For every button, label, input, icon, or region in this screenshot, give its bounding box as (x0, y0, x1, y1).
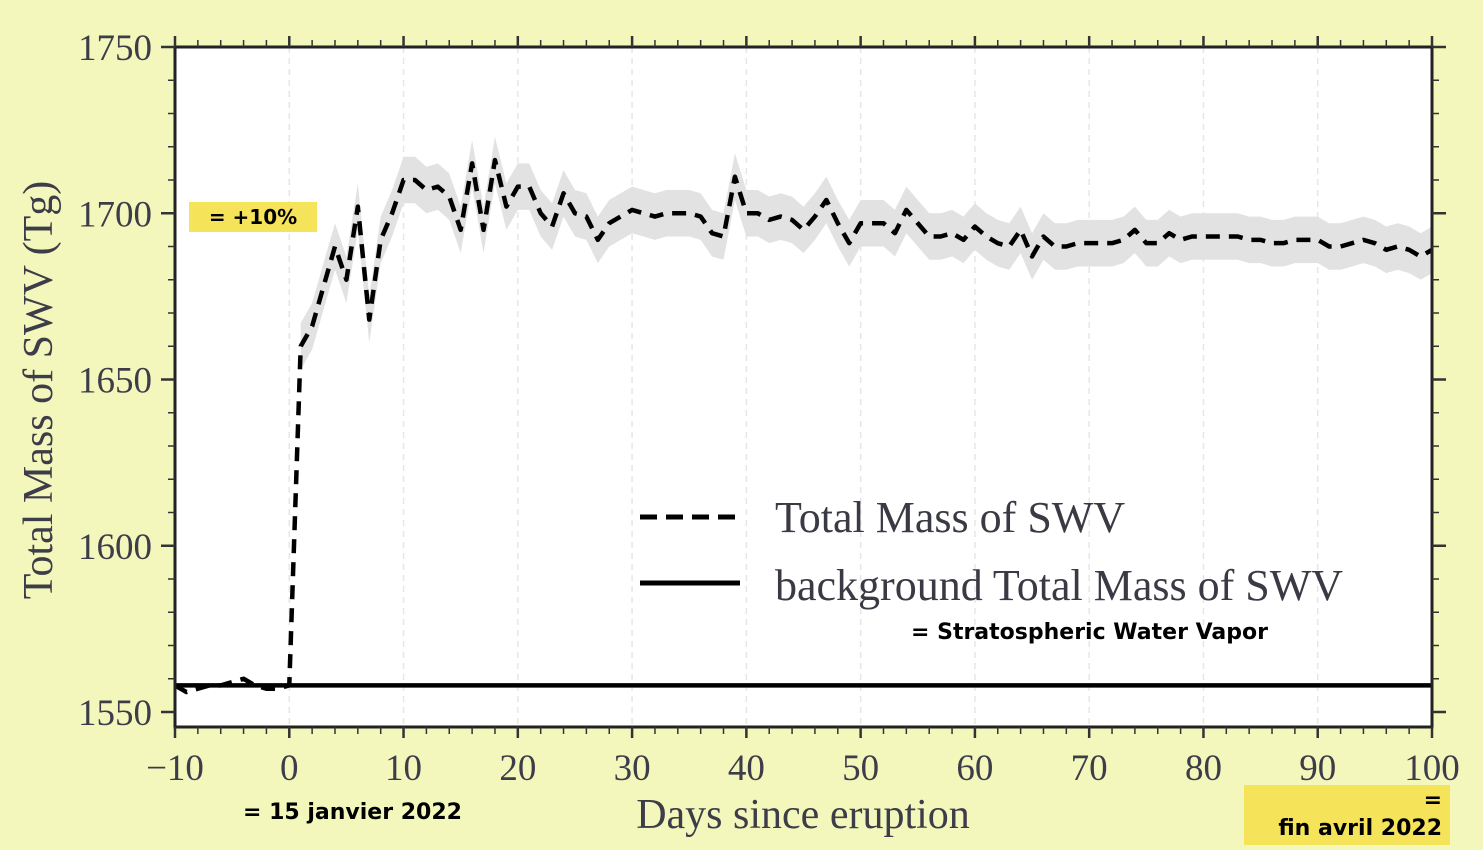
annotation-end-text: fin avril 2022 (1278, 816, 1442, 841)
x-tick-label: 20 (499, 748, 536, 789)
y-tick-label: 1750 (78, 28, 152, 69)
plot-area (175, 47, 1432, 727)
y-axis-title: Total Mass of SWV (Tg) (16, 181, 62, 600)
x-tick-label: 90 (1299, 748, 1336, 789)
uncertainty-band-group (300, 136, 1433, 370)
plot-frame (173, 45, 1434, 729)
x-tick-label: 50 (842, 748, 879, 789)
grid-lines (288, 47, 1319, 727)
x-tick-label: 40 (728, 748, 765, 789)
x-tick-label: 70 (1071, 748, 1108, 789)
x-tick-labels: −10 0 10 20 30 40 50 60 70 80 90 100 (146, 748, 1460, 789)
x-axis-title: Days since eruption (636, 792, 970, 838)
annotation-swv-definition: = Stratospheric Water Vapor (911, 620, 1268, 645)
series-line-total-mass (173, 157, 1434, 695)
series-group (173, 157, 1434, 695)
legend-label-total-mass: Total Mass of SWV (775, 493, 1125, 542)
x-tick-label: 30 (614, 748, 651, 789)
axes-group (161, 36, 1446, 738)
x-tick-label: 60 (956, 748, 993, 789)
y-tick-label: 1700 (78, 194, 152, 235)
x-tick-label: 100 (1404, 748, 1460, 789)
uncertainty-band (300, 136, 1433, 370)
annotation-end-equals: = (1423, 788, 1442, 813)
legend-label-background: background Total Mass of SWV (775, 561, 1343, 610)
annotation-percent-increase: = +10% (189, 202, 317, 232)
annotation-end-date: = fin avril 2022 (1244, 785, 1450, 845)
y-tick-label: 1550 (78, 693, 152, 734)
y-tick-label: 1650 (78, 361, 152, 402)
x-tick-label: 0 (280, 748, 299, 789)
y-tick-label: 1600 (78, 527, 152, 568)
x-tick-label: −10 (146, 748, 204, 789)
annotation-start-date: = 15 janvier 2022 (243, 800, 462, 825)
legend: Total Mass of SWV background Total Mass … (640, 493, 1343, 610)
y-tick-labels: 1550 1600 1650 1700 1750 (78, 28, 152, 734)
x-tick-label: 10 (385, 748, 422, 789)
x-tick-label: 80 (1185, 748, 1222, 789)
